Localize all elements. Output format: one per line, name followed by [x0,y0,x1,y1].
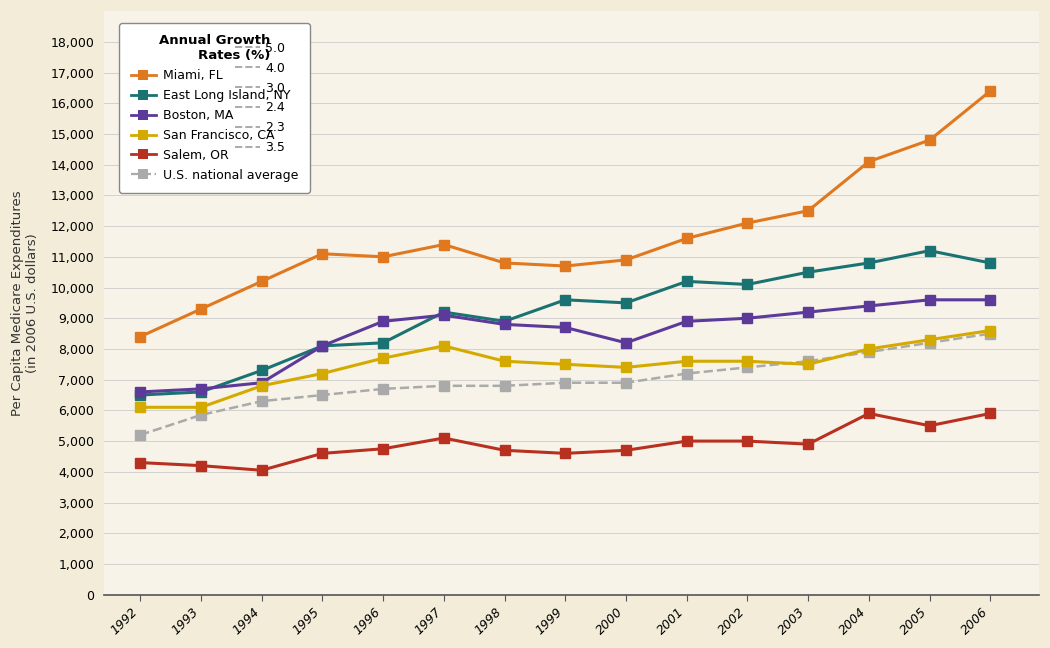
Legend: 5.0, 4.0, 3.0, 2.4, 2.3, 3.5: 5.0, 4.0, 3.0, 2.4, 2.3, 3.5 [224,30,296,165]
Y-axis label: Per Capita Medicare Expenditures
(in 2006 U.S. dollars): Per Capita Medicare Expenditures (in 200… [12,190,39,416]
